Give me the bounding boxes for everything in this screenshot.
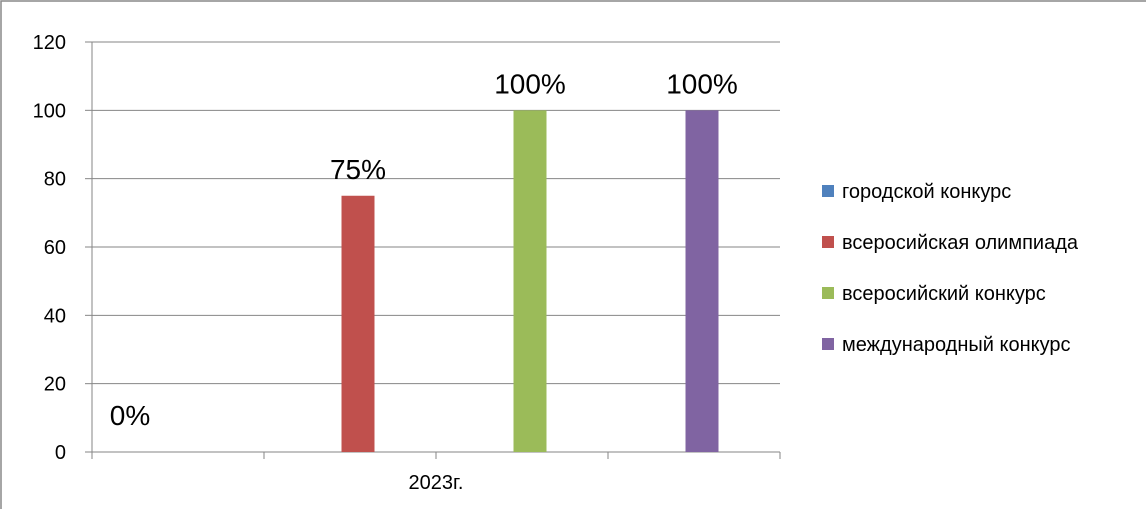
y-tick-label: 0 xyxy=(55,442,66,464)
data-label-3: 100% xyxy=(494,68,566,99)
axes xyxy=(85,41,781,459)
gridlines xyxy=(92,41,780,385)
legend-item: городской конкурс xyxy=(822,181,1011,203)
data-label-2: 75% xyxy=(330,154,386,185)
bar-3 xyxy=(513,110,547,452)
legend-item: всеросийский конкурс xyxy=(822,283,1046,305)
legend-label: всеросийский конкурс xyxy=(842,283,1046,305)
legend-swatch xyxy=(822,236,834,248)
data-label-1: 0% xyxy=(110,400,150,431)
y-tick-label: 20 xyxy=(44,374,66,396)
y-tick-label: 40 xyxy=(44,305,66,327)
legend-label: всеросийская олимпиада xyxy=(842,232,1079,254)
y-tick-label: 60 xyxy=(44,237,66,259)
x-axis-category-labels: 2023г. xyxy=(409,472,464,494)
y-axis-tick-labels: 0 20 40 60 80 100 120 xyxy=(33,32,66,464)
legend-item: международный конкурс xyxy=(822,334,1071,356)
data-label-4: 100% xyxy=(666,68,738,99)
legend-swatch xyxy=(822,338,834,350)
y-tick-label: 120 xyxy=(33,32,66,54)
x-category-label: 2023г. xyxy=(409,472,464,494)
legend-swatch xyxy=(822,287,834,299)
bar-4 xyxy=(685,110,719,452)
y-tick-label: 100 xyxy=(33,100,66,122)
legend-item: всеросийская олимпиада xyxy=(822,232,1079,254)
legend-label: городской конкурс xyxy=(842,181,1011,203)
legend: городской конкурс всеросийская олимпиада в… xyxy=(822,181,1079,356)
legend-swatch xyxy=(822,185,834,197)
bars xyxy=(341,110,719,452)
data-labels: 0% 75% 100% 100% xyxy=(110,68,738,431)
y-tick-label: 80 xyxy=(44,169,66,191)
legend-label: международный конкурс xyxy=(842,334,1071,356)
bar-2 xyxy=(341,195,375,452)
